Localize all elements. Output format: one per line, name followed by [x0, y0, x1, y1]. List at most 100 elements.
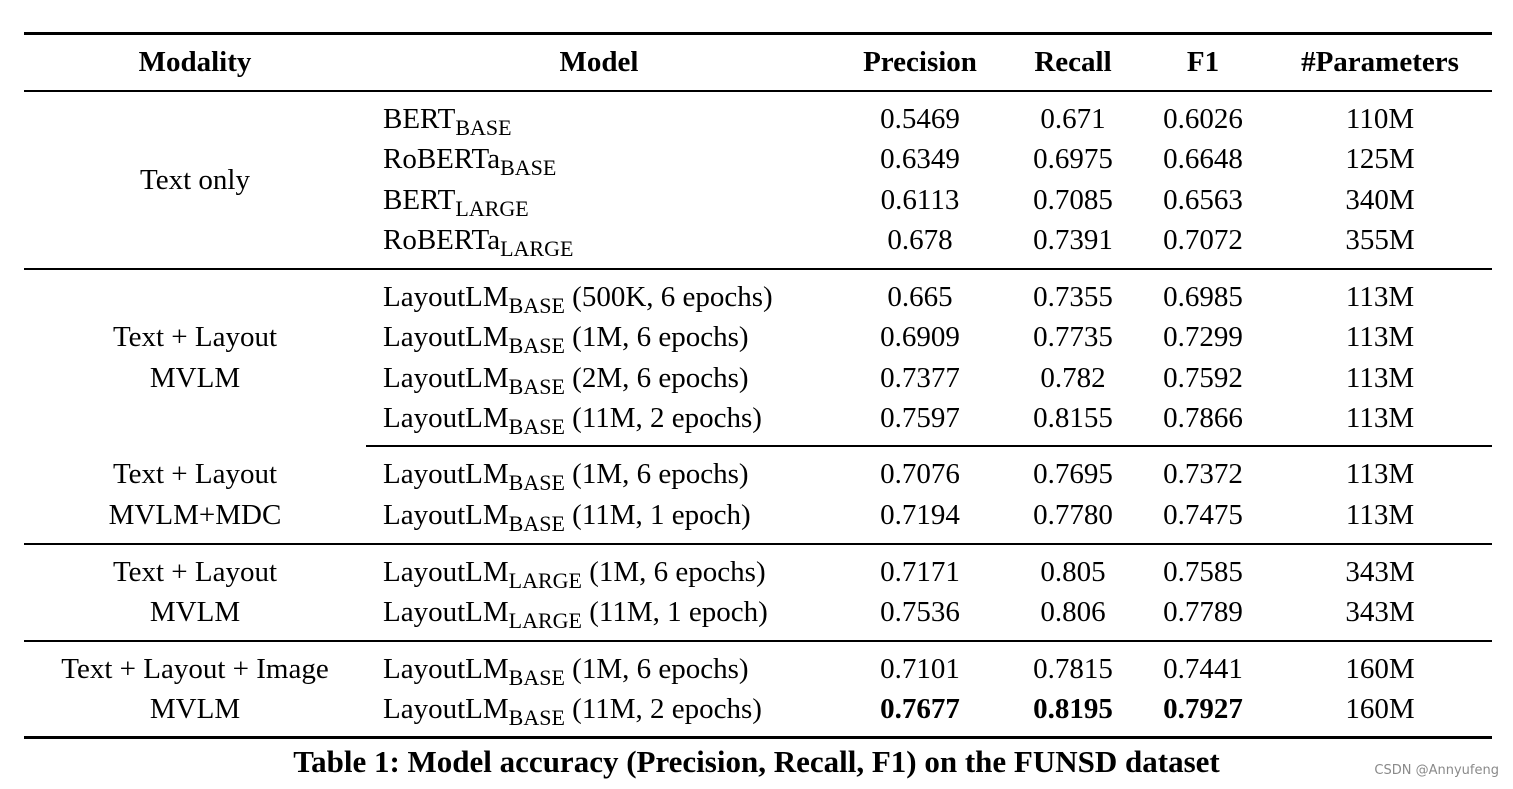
modality-label: MVLM: [149, 596, 241, 628]
model-name: LayoutLMBASE (11M, 2 epochs): [383, 400, 762, 439]
model-name: LayoutLMBASE (1M, 6 epochs): [383, 319, 749, 358]
precision-value: 0.7597: [880, 402, 960, 434]
model-base-name: LayoutLM: [383, 653, 509, 685]
model-size-subscript: BASE: [508, 705, 565, 730]
recall-value: 0.782: [1040, 362, 1106, 394]
modality-label: MVLM: [149, 693, 241, 725]
recall-value: 0.7355: [1033, 281, 1113, 313]
modality-label: Text + Layout: [112, 458, 278, 490]
f1-value: 0.6563: [1163, 184, 1243, 216]
recall-value: 0.6975: [1033, 143, 1113, 175]
f1-value: 0.7072: [1163, 224, 1243, 256]
precision-value: 0.6909: [880, 321, 960, 353]
model-size-subscript: LARGE: [508, 608, 582, 633]
f1-value: 0.6648: [1163, 143, 1243, 175]
bottom-rule: [24, 736, 1492, 739]
parameters-value: 340M: [1345, 184, 1415, 216]
subgroup-rule: [366, 445, 1492, 447]
model-name: LayoutLMLARGE (11M, 1 epoch): [383, 594, 768, 633]
group-rule-1: [24, 268, 1492, 270]
header-recall: Recall: [1034, 46, 1112, 78]
model-size-subscript: BASE: [508, 374, 565, 399]
model-base-name: RoBERTa: [383, 143, 501, 175]
modality-label: Text + Layout: [112, 321, 278, 353]
f1-value: 0.7299: [1163, 321, 1243, 353]
model-base-name: LayoutLM: [383, 402, 509, 434]
model-size-subscript: BASE: [508, 414, 565, 439]
model-config: (11M, 2 epochs): [564, 402, 762, 434]
header-precision: Precision: [863, 46, 977, 78]
model-config: (11M, 1 epoch): [581, 596, 768, 628]
f1-value: 0.6026: [1163, 103, 1243, 135]
model-name: LayoutLMBASE (11M, 2 epochs): [383, 691, 762, 730]
model-name: LayoutLMLARGE (1M, 6 epochs): [383, 554, 766, 593]
parameters-value: 343M: [1345, 556, 1415, 588]
model-size-subscript: LARGE: [508, 568, 582, 593]
parameters-value: 160M: [1345, 693, 1415, 725]
parameters-value: 113M: [1345, 281, 1415, 313]
parameters-value: 113M: [1345, 402, 1415, 434]
precision-value: 0.5469: [880, 103, 960, 135]
f1-value: 0.7475: [1163, 499, 1243, 531]
header-rule: [24, 90, 1492, 92]
parameters-value: 343M: [1345, 596, 1415, 628]
precision-value: 0.7677: [880, 693, 960, 725]
model-name: BERTLARGE: [383, 182, 529, 220]
recall-value: 0.7695: [1033, 458, 1113, 490]
precision-value: 0.7171: [880, 556, 960, 588]
recall-value: 0.7391: [1033, 224, 1113, 256]
parameters-value: 160M: [1345, 653, 1415, 685]
model-name: LayoutLMBASE (1M, 6 epochs): [383, 456, 749, 494]
f1-value: 0.7441: [1163, 653, 1243, 685]
watermark: CSDN @Annyufeng: [1374, 763, 1499, 778]
f1-value: 0.6985: [1163, 281, 1243, 313]
modality-label: Text + Layout + Image: [61, 653, 329, 685]
precision-value: 0.7377: [880, 362, 960, 394]
precision-value: 0.7076: [880, 458, 960, 490]
model-size-subscript: BASE: [508, 511, 565, 536]
model-config: (1M, 6 epochs): [581, 556, 766, 588]
parameters-value: 110M: [1345, 103, 1415, 135]
recall-value: 0.7780: [1033, 499, 1113, 531]
precision-value: 0.678: [887, 224, 953, 256]
model-base-name: LayoutLM: [383, 499, 509, 531]
model-base-name: LayoutLM: [383, 596, 509, 628]
model-size-subscript: BASE: [455, 115, 512, 140]
header-modality: Modality: [138, 46, 252, 78]
recall-value: 0.8155: [1033, 402, 1113, 434]
model-name: RoBERTaLARGE: [383, 222, 574, 261]
model-size-subscript: BASE: [508, 333, 565, 358]
top-rule: [24, 32, 1492, 35]
parameters-value: 113M: [1345, 458, 1415, 490]
precision-value: 0.7536: [880, 596, 960, 628]
f1-value: 0.7866: [1163, 402, 1243, 434]
modality-label: MVLM+MDC: [108, 499, 282, 531]
model-name: RoBERTaBASE: [383, 141, 556, 179]
precision-value: 0.7194: [880, 499, 960, 531]
recall-value: 0.7085: [1033, 184, 1113, 216]
model-config: (11M, 1 epoch): [564, 499, 751, 531]
model-base-name: LayoutLM: [383, 281, 509, 313]
parameters-value: 113M: [1345, 362, 1415, 394]
precision-value: 0.7101: [880, 653, 960, 685]
model-base-name: LayoutLM: [383, 556, 509, 588]
model-name: LayoutLMBASE (2M, 6 epochs): [383, 360, 749, 399]
model-name: LayoutLMBASE (500K, 6 epochs): [383, 279, 773, 317]
recall-value: 0.8195: [1033, 693, 1113, 725]
header-f1: F1: [1186, 46, 1220, 78]
f1-value: 0.7789: [1163, 596, 1243, 628]
recall-value: 0.805: [1040, 556, 1106, 588]
model-config: (1M, 6 epochs): [564, 653, 749, 685]
model-name: BERTBASE: [383, 101, 512, 140]
model-size-subscript: LARGE: [500, 236, 574, 261]
modality-label: Text only: [140, 164, 250, 196]
header-parameters: #Parameters: [1301, 46, 1459, 78]
model-base-name: LayoutLM: [383, 458, 509, 490]
recall-value: 0.7735: [1033, 321, 1113, 353]
model-base-name: LayoutLM: [383, 321, 509, 353]
precision-value: 0.6113: [880, 184, 960, 216]
model-size-subscript: BASE: [508, 665, 565, 690]
model-base-name: LayoutLM: [383, 362, 509, 394]
model-config: (500K, 6 epochs): [564, 281, 773, 313]
parameters-value: 113M: [1345, 321, 1415, 353]
